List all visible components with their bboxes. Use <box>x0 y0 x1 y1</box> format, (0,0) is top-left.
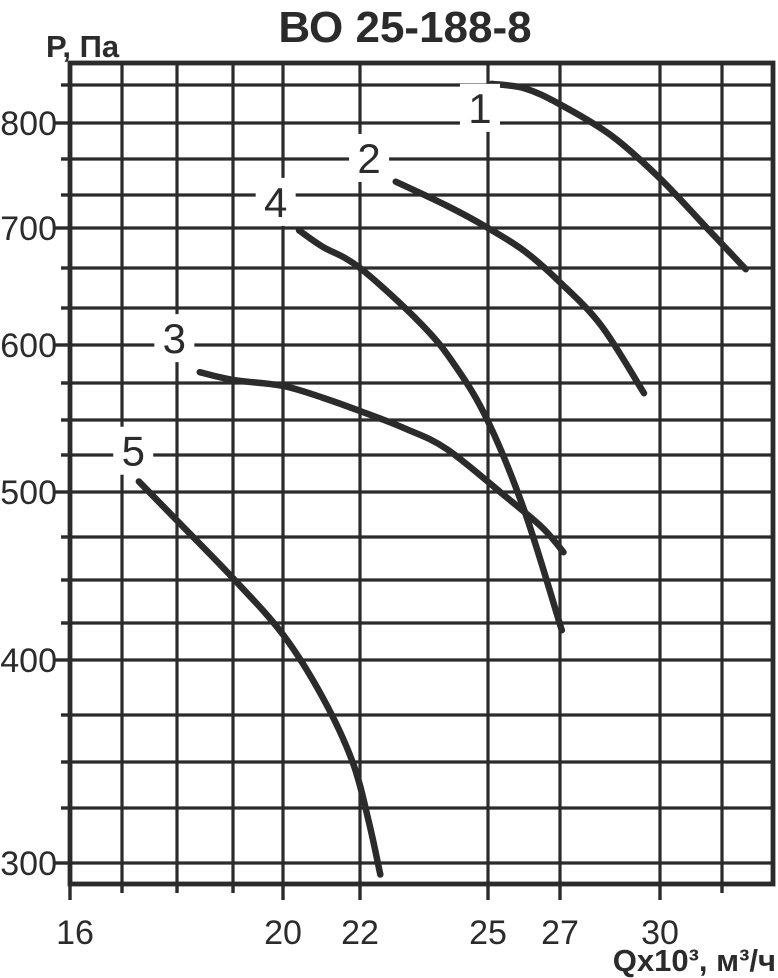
y-tick-label-400: 400 <box>0 642 57 680</box>
curve-label-box-3 <box>154 314 195 363</box>
y-tick-label-700: 700 <box>0 210 57 248</box>
curve-label-3: 3 <box>163 315 186 362</box>
y-tick-label-300: 300 <box>0 845 57 883</box>
curve-2 <box>392 178 648 397</box>
y-tick-label-800: 800 <box>0 105 57 143</box>
curve-5 <box>135 478 384 878</box>
chart-title: ВО 25-188-8 <box>278 3 531 52</box>
curve-labels: 1 2 3 4 5 <box>113 83 500 475</box>
curves <box>135 80 749 878</box>
x-tick-label-25: 25 <box>469 914 507 952</box>
x-tick-label-22: 22 <box>341 914 379 952</box>
x-tick-label-20: 20 <box>264 914 302 952</box>
x-tick-labels: 16 20 22 25 27 30 <box>56 914 679 952</box>
curve-label-1: 1 <box>468 85 491 132</box>
y-tick-label-600: 600 <box>0 327 57 365</box>
curve-label-box-2 <box>349 133 390 182</box>
tick-marks <box>54 83 724 900</box>
x-tick-label-27: 27 <box>541 914 579 952</box>
curve-4 <box>295 227 566 634</box>
curve-1 <box>488 80 749 273</box>
x-tick-label-16: 16 <box>56 914 94 952</box>
curve-label-box-5 <box>113 426 154 475</box>
y-tick-label-500: 500 <box>0 474 57 512</box>
x-axis-label: Qx10³, м³/ч <box>613 943 776 978</box>
curve-label-box-1 <box>459 83 500 132</box>
x-tick-label-30: 30 <box>641 914 679 952</box>
curve-label-box-4 <box>255 177 296 226</box>
y-tick-labels: 800 700 600 500 400 300 <box>0 105 57 883</box>
curve-label-2: 2 <box>357 135 380 182</box>
plot-frame <box>67 60 776 887</box>
curve-label-5: 5 <box>122 428 145 475</box>
curve-label-4: 4 <box>264 179 287 226</box>
y-axis-label: Р, Па <box>46 29 120 64</box>
